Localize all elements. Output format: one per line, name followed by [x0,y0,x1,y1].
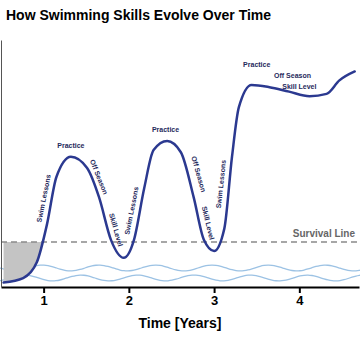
chart-container: 1 2 3 4 Survival Line Swim Lessons Practice Off… [0,0,360,360]
annotation: Off Season [274,72,311,79]
skill-curve [4,71,355,282]
wave [0,275,360,281]
annotation: Off Season [89,159,109,196]
x-tick: 2 [126,287,133,308]
annotation: Swim Lessons [123,186,139,235]
chart-title: How Swimming Skills Evolve Over Time [6,7,271,23]
x-tick-label: 2 [126,293,133,308]
annotation: Swim Lessons [215,160,227,209]
annotation: Practice [57,142,84,149]
survival-line [1,241,359,243]
chart-svg: 1 2 3 4 Survival Line Swim Lessons Practice Off… [0,0,360,360]
x-axis-line [2,287,360,289]
x-tick: 1 [41,287,48,308]
y-axis-line [1,41,2,288]
annotation: Skill Level [201,206,216,241]
x-tick-mark [43,287,45,293]
plot-area [1,71,359,282]
x-tick: 4 [296,287,304,308]
x-axis: 1 2 3 4 [2,287,360,308]
x-tick-mark [214,287,216,293]
x-tick-label: 4 [296,293,304,308]
annotation: Skill Level [282,83,316,90]
annotation: Swim Lessons [35,174,51,223]
annotation: Practice [243,61,270,68]
x-tick-mark [299,287,301,293]
y-axis [1,41,2,288]
x-tick-mark [128,287,130,293]
annotation: Skill Level [108,212,124,247]
x-tick-label: 1 [41,293,48,308]
x-tick: 3 [211,287,218,308]
wave [0,265,360,271]
survival-line-label: Survival Line [293,228,356,239]
x-axis-title: Time [Years] [138,315,221,331]
x-tick-label: 3 [211,293,218,308]
annotation: Off Season [190,155,207,192]
annotation: Practice [152,126,179,133]
